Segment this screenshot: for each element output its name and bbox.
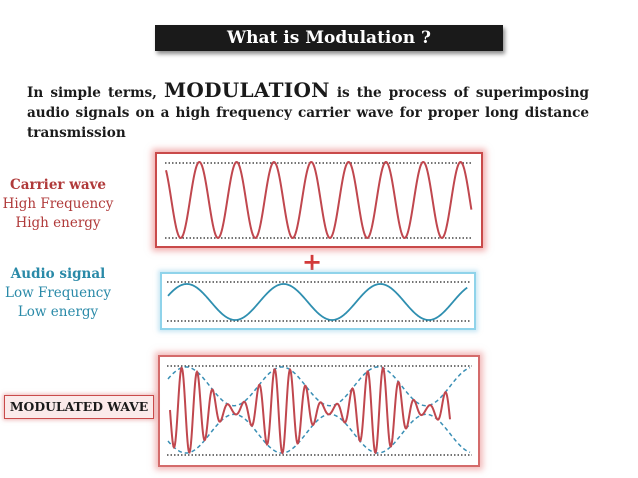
intro-keyword: MODULATION <box>163 78 330 102</box>
audio-name: Audio signal <box>10 266 106 282</box>
audio-line1: Low Frequency <box>5 285 111 301</box>
audio-labels: Audio signal Low Frequency Low energy <box>2 265 114 322</box>
modulated-wave <box>169 366 451 455</box>
modulated-envelope-lower <box>167 413 471 454</box>
audio-line2: Low energy <box>17 304 99 320</box>
intro-paragraph: In simple terms, MODULATION is the proce… <box>27 80 589 143</box>
carrier-labels: Carrier wave High Frequency High energy <box>2 176 114 233</box>
audio-wave <box>167 283 468 321</box>
intro-text-after: is the process of superimposing audio si… <box>27 85 589 141</box>
carrier-name: Carrier wave <box>9 177 107 193</box>
plus-symbol: + <box>302 248 323 276</box>
modulated-envelope-upper <box>167 366 471 407</box>
carrier-line2: High energy <box>15 215 101 231</box>
carrier-wave <box>165 160 473 240</box>
page-title: What is Modulation ? <box>155 25 503 51</box>
intro-text-before: In simple terms, <box>27 85 164 101</box>
modulated-wave-panel <box>158 355 480 467</box>
carrier-line1: High Frequency <box>2 196 114 212</box>
modulated-wave-label: MODULATED WAVE <box>4 395 154 419</box>
